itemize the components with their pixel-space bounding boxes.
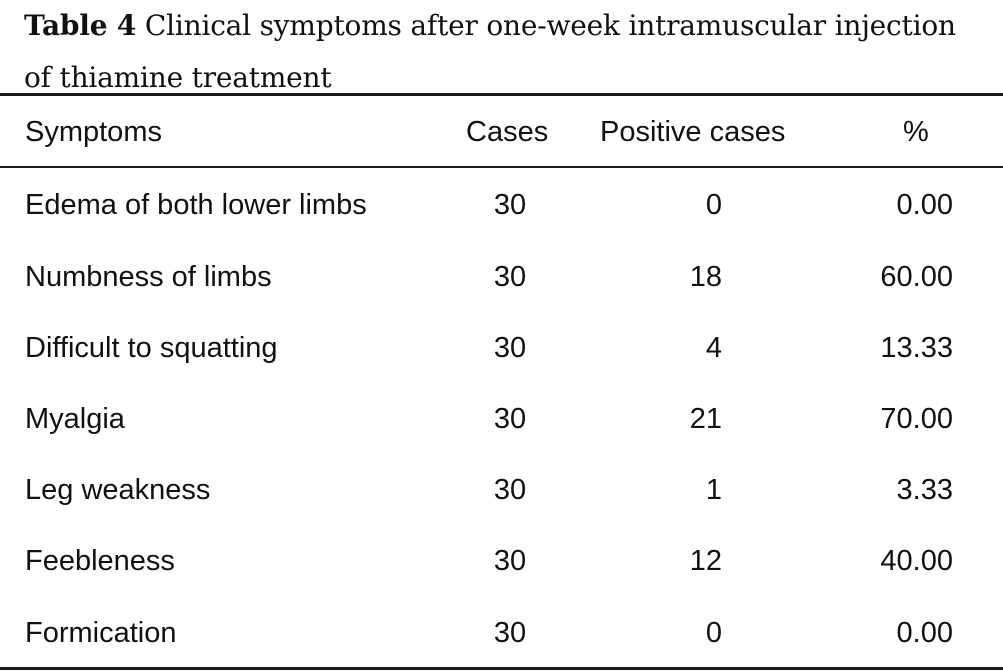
cell-symptom: Numbness of limbs [25, 261, 272, 293]
cell-percent: 60.00 [880, 261, 953, 293]
header-positive-cases: Positive cases [600, 116, 786, 148]
cell-percent: 0.00 [896, 189, 953, 221]
cell-positive-cases: 4 [705, 332, 722, 364]
cell-cases: 30 [493, 332, 527, 364]
cell-symptom: Leg weakness [25, 474, 211, 506]
header-cases: Cases [466, 116, 549, 148]
cell-positive-cases: 18 [689, 261, 722, 293]
cell-symptom: Formication [25, 617, 177, 649]
table-label: Table 4 [24, 9, 137, 42]
cell-symptom: Myalgia [25, 403, 125, 435]
table-row: Leg weakness 30 1 3.33 [0, 470, 1003, 510]
caption-line-1: Table 4 Clinical symptoms after one-week… [24, 0, 999, 52]
cell-positive-cases: 0 [705, 617, 722, 649]
table-header-rule [0, 166, 1003, 168]
cell-percent: 3.33 [896, 474, 953, 506]
cell-cases: 30 [493, 617, 527, 649]
table-row: Edema of both lower limbs 30 0 0.00 [0, 185, 1003, 225]
table-row: Difficult to squatting 30 4 13.33 [0, 328, 1003, 368]
table-caption: Table 4 Clinical symptoms after one-week… [24, 0, 999, 104]
cell-percent: 13.33 [880, 332, 953, 364]
cell-percent: 70.00 [880, 403, 953, 435]
header-percent: % [903, 116, 929, 148]
cell-symptom: Edema of both lower limbs [25, 189, 367, 221]
header-symptoms: Symptoms [25, 116, 162, 148]
cell-percent: 0.00 [896, 617, 953, 649]
table-row: Numbness of limbs 30 18 60.00 [0, 257, 1003, 297]
table-header-row: Symptoms Cases Positive cases % [0, 112, 1003, 152]
table-row: Formication 30 0 0.00 [0, 613, 1003, 653]
cell-cases: 30 [493, 474, 527, 506]
cell-cases: 30 [493, 545, 527, 577]
caption-title-part-2: of thiamine treatment [24, 61, 332, 94]
cell-symptom: Feebleness [25, 545, 175, 577]
table-row: Feebleness 30 12 40.00 [0, 541, 1003, 581]
cell-positive-cases: 21 [689, 403, 722, 435]
cell-cases: 30 [493, 261, 527, 293]
cell-percent: 40.00 [880, 545, 953, 577]
cell-positive-cases: 1 [705, 474, 722, 506]
table-bottom-rule [0, 667, 1003, 670]
cell-symptom: Difficult to squatting [25, 332, 278, 364]
caption-title-part-1: Clinical symptoms after one-week intramu… [144, 9, 956, 42]
cell-cases: 30 [493, 189, 527, 221]
table-top-rule [0, 93, 1003, 96]
cell-positive-cases: 0 [705, 189, 722, 221]
cell-positive-cases: 12 [689, 545, 722, 577]
cell-cases: 30 [493, 403, 527, 435]
table-row: Myalgia 30 21 70.00 [0, 399, 1003, 439]
